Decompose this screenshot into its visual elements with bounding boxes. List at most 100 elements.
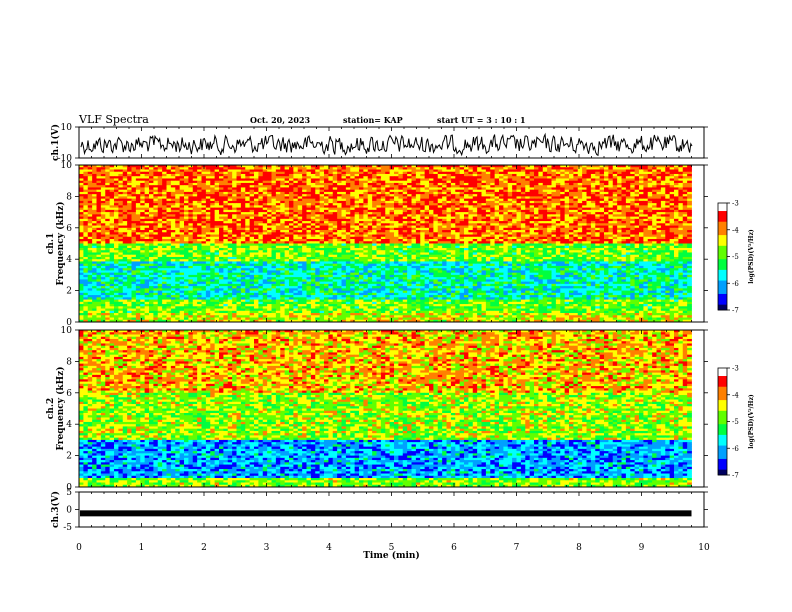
ch1-spectrogram-cell <box>586 187 592 191</box>
ch1-spectrogram-cell <box>547 239 552 242</box>
ch1-spectrogram-cell <box>542 196 548 200</box>
ch1-spectrogram-cell <box>96 187 102 191</box>
ch1-spectrogram-cell <box>341 171 347 175</box>
ch1-spectrogram-cell <box>621 230 627 233</box>
ch1-spectrogram-cell <box>258 173 264 177</box>
ch1-spectrogram-cell <box>507 182 513 186</box>
ch1-spectrogram-cell <box>639 185 644 188</box>
ch1-spectrogram-cell <box>297 203 303 206</box>
ch1-spectrogram-cell <box>267 196 272 200</box>
ch1-spectrogram-cell <box>420 218 426 222</box>
ch1-spectrogram-cell <box>363 189 369 193</box>
ch1-spectrogram-cell <box>258 180 264 184</box>
ch1-spectrogram-cell <box>564 182 570 186</box>
ch1-spectrogram-cell <box>577 171 583 175</box>
ch1-spectrogram-cell <box>380 209 386 213</box>
ch1-spectrogram-cell <box>485 218 491 222</box>
ch1-spectrogram-cell <box>485 239 491 242</box>
ch1-spectrogram-cell <box>109 176 115 179</box>
ch1-spectrogram-cell <box>481 187 487 191</box>
ch1-spectrogram-cell <box>114 171 119 175</box>
ch1-spectrogram-cell <box>402 187 408 191</box>
ch1-spectrogram-cell <box>376 212 382 215</box>
ch1-spectrogram-cell <box>499 214 504 217</box>
ch1-spectrogram-cell <box>555 165 561 168</box>
ch1-spectrogram-cell <box>293 205 299 209</box>
ch1-spectrogram-cell <box>332 198 338 202</box>
ch1-spectrogram-cell <box>140 198 146 202</box>
ch1-spectrogram-cell <box>477 180 482 184</box>
ch1-spectrogram-cell <box>380 165 386 168</box>
ch1-spectrogram-cell <box>433 180 439 184</box>
ch1-spectrogram-cell <box>647 169 653 173</box>
ch1-spectrogram-cell <box>407 191 412 195</box>
ch1-spectrogram-cell <box>297 167 303 170</box>
ch1-spectrogram-cell <box>407 196 412 200</box>
ch1-spectrogram-cell <box>280 169 286 173</box>
ch1-spectrogram-cell <box>516 191 522 195</box>
ch1-spectrogram-cell <box>166 167 172 170</box>
ch1-spectrogram-cell <box>630 196 636 200</box>
ch1-spectrogram-cell <box>669 191 675 195</box>
ch1-spectrogram-cell <box>459 209 465 213</box>
ch1-waveform-ylabel: ch.1(V) <box>50 124 61 161</box>
ch1-spectrogram-cell <box>92 196 97 200</box>
ch1-spectrogram-cell <box>157 180 163 184</box>
ch1-spectrogram-cell <box>459 194 465 197</box>
ch1-spectrogram-cell <box>363 180 369 184</box>
ch1-spectrogram-cell <box>389 165 395 168</box>
ch1-spectrogram-cell <box>477 223 482 226</box>
ch1-spectrogram-cell <box>599 230 605 233</box>
ch1-spectrogram-cell <box>372 185 377 188</box>
ch1-spectrogram-cell <box>275 216 281 220</box>
ch1-spectrogram-cell <box>359 196 364 200</box>
ch1-spectrogram-cell <box>542 207 548 211</box>
ch1-spectrogram-cell <box>534 205 539 209</box>
ch1-spectrogram-cell <box>590 189 596 193</box>
ch1-spectrogram-cell <box>122 176 128 179</box>
ch1-spectrogram-cell <box>464 239 469 242</box>
ch1-spectrogram-cell <box>625 194 631 197</box>
ch1-spectrogram-cell <box>507 169 513 173</box>
ch1-spectrogram-cell <box>630 205 636 209</box>
ch1-spectrogram-cell <box>210 200 216 204</box>
ch1-spectrogram-cell <box>647 230 653 233</box>
ch1-spectrogram-cell <box>122 203 128 206</box>
ch1-spectrogram-cell <box>105 223 111 226</box>
ch1-spectrogram-cell <box>350 180 356 184</box>
ch1-spectrogram-cell <box>157 212 163 215</box>
ch1-spectrogram-cell <box>674 214 679 217</box>
ch1-spectrogram-cell <box>310 196 316 200</box>
ch1-spectrogram-cell <box>149 171 154 175</box>
ch1-spectrogram-cell <box>634 239 640 242</box>
ch1-spectrogram-cell <box>464 198 469 202</box>
ch1-spectrogram-cell <box>551 230 557 233</box>
ch1-spectrogram-cell <box>389 223 395 226</box>
ch1-spectrogram-cell <box>354 178 360 182</box>
ch1-spectrogram-cell <box>345 214 351 217</box>
ch1-spectrogram-cell <box>639 191 644 195</box>
ch1-spectrogram-cell <box>577 212 583 215</box>
ch1-spectrogram-cell <box>437 173 443 177</box>
ch1-spectrogram-cell <box>424 196 430 200</box>
ch1-spectrogram-cell <box>538 191 544 195</box>
ch1-spectrogram-cell <box>415 182 421 186</box>
ch1-spectrogram-cell <box>306 178 312 182</box>
ch1-spectrogram-cell <box>192 180 198 184</box>
ch1-spectrogram-cell <box>210 169 216 173</box>
ch1-spectrogram-cell <box>205 212 211 215</box>
ch1-spectrogram-cell <box>319 205 325 209</box>
ch1-spectrogram-cell <box>481 185 487 188</box>
ch1-spectrogram-cell <box>437 198 443 202</box>
ch1-spectrogram-cell <box>345 194 351 197</box>
ch1-spectrogram-cell <box>485 167 491 170</box>
ch1-spectrogram-cell <box>140 165 146 168</box>
ch1-spectrogram-cell <box>96 194 102 197</box>
ch1-spectrogram-cell <box>569 173 574 177</box>
ch1-spectrogram-cell <box>569 180 574 184</box>
ch1-spectrogram-cell <box>310 173 316 177</box>
ch1-spectrogram-cell <box>415 212 421 215</box>
ch1-spectrogram-cell <box>472 200 478 204</box>
ch1-spectrogram-cell <box>442 189 447 193</box>
ch1-spectrogram-cell <box>485 182 491 186</box>
